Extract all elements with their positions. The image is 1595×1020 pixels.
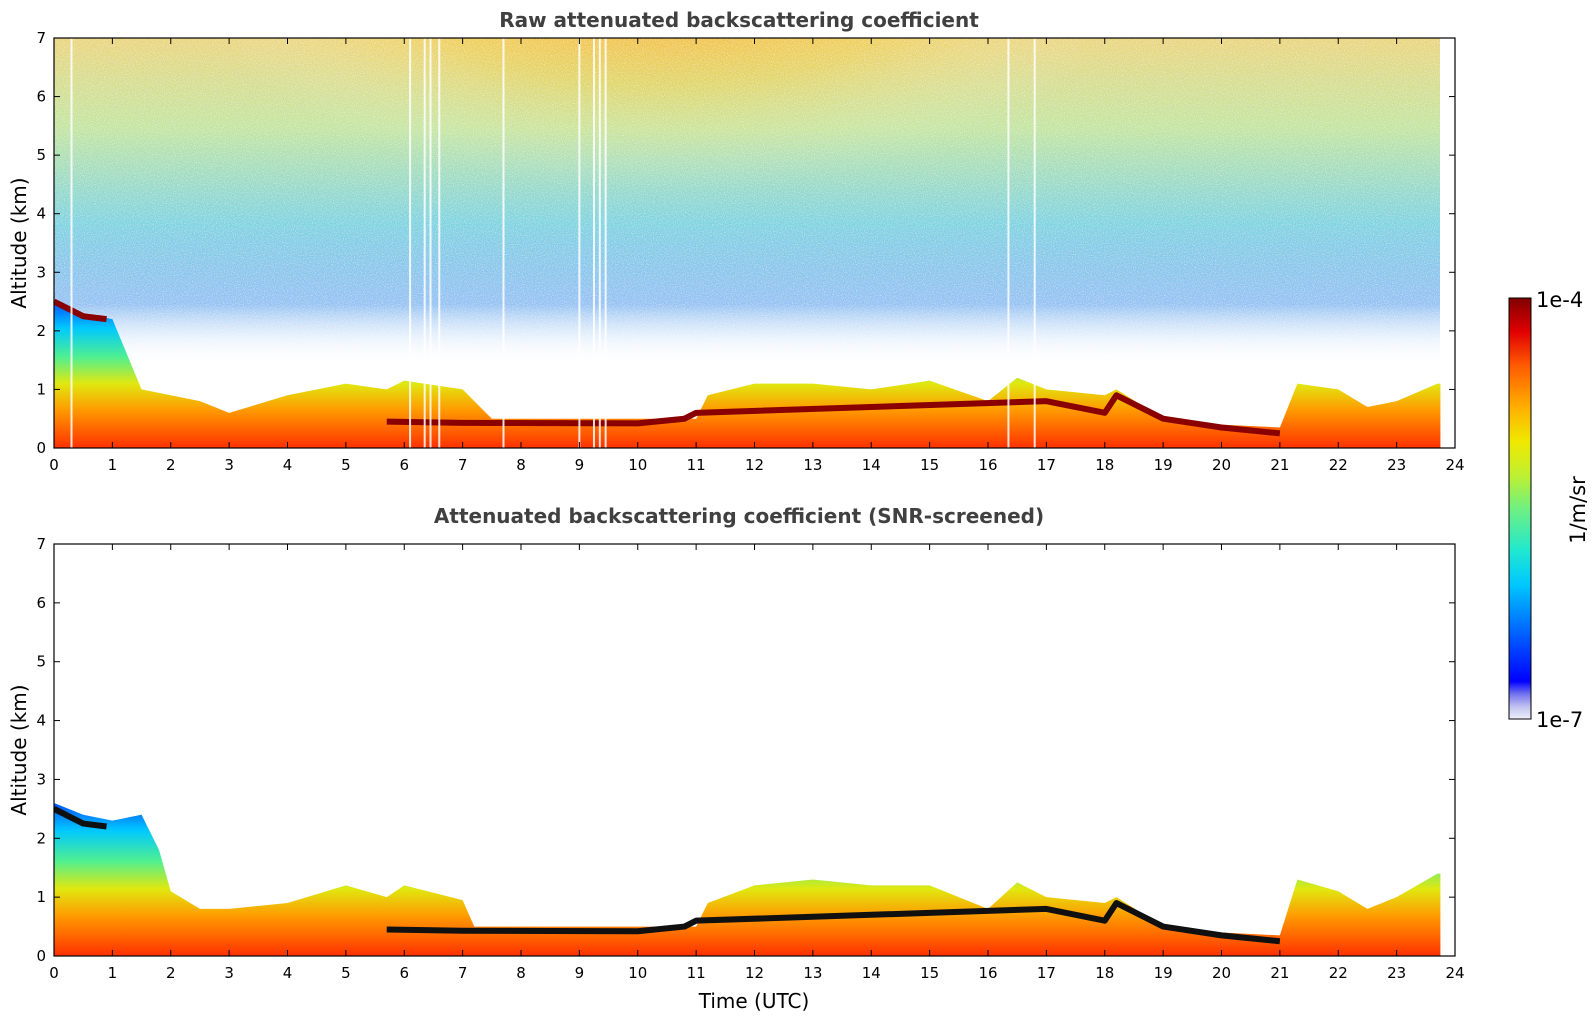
y-tick-label: 6 bbox=[36, 594, 46, 612]
x-tick-label: 9 bbox=[575, 456, 585, 474]
x-tick-label: 5 bbox=[341, 456, 351, 474]
x-tick-label: 8 bbox=[516, 964, 526, 982]
x-tick-label: 22 bbox=[1329, 456, 1348, 474]
y-tick-label: 5 bbox=[36, 653, 46, 671]
x-tick-label: 23 bbox=[1387, 964, 1406, 982]
x-tick-label: 12 bbox=[745, 964, 764, 982]
x-tick-label: 21 bbox=[1270, 964, 1289, 982]
x-tick-label: 12 bbox=[745, 456, 764, 474]
x-tick-label: 23 bbox=[1387, 456, 1406, 474]
x-tick-label: 15 bbox=[920, 456, 939, 474]
x-tick-label: 15 bbox=[920, 964, 939, 982]
y-tick-label: 6 bbox=[36, 88, 46, 106]
x-tick-label: 14 bbox=[862, 964, 881, 982]
x-tick-label: 1 bbox=[108, 964, 118, 982]
colorbar-unit-label: 1/m/sr bbox=[1566, 476, 1590, 544]
panel-raw-image bbox=[54, 38, 1441, 448]
x-tick-label: 18 bbox=[1095, 964, 1114, 982]
x-tick-label: 2 bbox=[166, 964, 176, 982]
y-tick-label: 1 bbox=[36, 888, 46, 906]
y-tick-label: 7 bbox=[36, 535, 46, 553]
x-tick-label: 10 bbox=[628, 964, 647, 982]
x-tick-label: 19 bbox=[1154, 456, 1173, 474]
y-tick-label: 0 bbox=[36, 947, 46, 965]
x-tick-label: 11 bbox=[687, 964, 706, 982]
x-tick-label: 24 bbox=[1445, 964, 1464, 982]
panel-snr-title: Attenuated backscattering coefficient (S… bbox=[434, 504, 1044, 528]
x-tick-label: 22 bbox=[1329, 964, 1348, 982]
x-tick-label: 3 bbox=[224, 456, 234, 474]
x-tick-label: 20 bbox=[1212, 964, 1231, 982]
x-tick-label: 2 bbox=[166, 456, 176, 474]
x-tick-label: 19 bbox=[1154, 964, 1173, 982]
x-tick-label: 0 bbox=[49, 456, 59, 474]
raw-sky-speckle bbox=[54, 38, 1440, 448]
x-tick-label: 16 bbox=[978, 964, 997, 982]
x-tick-label: 1 bbox=[108, 456, 118, 474]
y-tick-label: 1 bbox=[36, 380, 46, 398]
x-tick-label: 13 bbox=[803, 964, 822, 982]
y-tick-label: 4 bbox=[36, 712, 46, 730]
panel-raw-ylabel: Altitude (km) bbox=[7, 177, 31, 308]
x-tick-label: 4 bbox=[283, 964, 293, 982]
x-tick-label: 24 bbox=[1445, 456, 1464, 474]
colorbar: 1e-4 1e-7 1/m/sr bbox=[1508, 288, 1590, 732]
x-tick-label: 21 bbox=[1270, 456, 1289, 474]
panel-snr-image bbox=[54, 802, 1441, 956]
y-tick-label: 5 bbox=[36, 146, 46, 164]
y-tick-label: 4 bbox=[36, 205, 46, 223]
x-tick-label: 7 bbox=[458, 964, 468, 982]
x-tick-label: 8 bbox=[516, 456, 526, 474]
x-tick-label: 16 bbox=[978, 456, 997, 474]
x-tick-label: 14 bbox=[862, 456, 881, 474]
x-tick-label: 17 bbox=[1037, 456, 1056, 474]
x-tick-label: 5 bbox=[341, 964, 351, 982]
panel-snr-ylabel: Altitude (km) bbox=[7, 684, 31, 815]
x-tick-label: 6 bbox=[399, 964, 409, 982]
x-tick-label: 17 bbox=[1037, 964, 1056, 982]
y-tick-label: 2 bbox=[36, 829, 46, 847]
x-tick-label: 18 bbox=[1095, 456, 1114, 474]
y-tick-label: 7 bbox=[36, 29, 46, 47]
colorbar-gradient bbox=[1508, 297, 1532, 720]
x-tick-label: 6 bbox=[399, 456, 409, 474]
x-tick-label: 13 bbox=[803, 456, 822, 474]
x-tick-label: 4 bbox=[283, 456, 293, 474]
panel-raw: Raw attenuated backscattering coefficien… bbox=[7, 8, 1465, 474]
panel-raw-title: Raw attenuated backscattering coefficien… bbox=[499, 8, 979, 32]
x-tick-label: 10 bbox=[628, 456, 647, 474]
colorbar-min-label: 1e-7 bbox=[1536, 708, 1583, 732]
x-tick-label: 7 bbox=[458, 456, 468, 474]
y-tick-label: 2 bbox=[36, 322, 46, 340]
x-tick-label: 11 bbox=[687, 456, 706, 474]
x-tick-label: 0 bbox=[49, 964, 59, 982]
snr-boundary-layer bbox=[54, 802, 1441, 956]
raw-data-dropouts bbox=[70, 38, 1036, 448]
y-tick-label: 3 bbox=[36, 263, 46, 281]
colorbar-max-label: 1e-4 bbox=[1536, 288, 1583, 312]
x-tick-label: 3 bbox=[224, 964, 234, 982]
y-tick-label: 3 bbox=[36, 770, 46, 788]
panel-snr-xlabel: Time (UTC) bbox=[698, 989, 810, 1013]
x-tick-label: 9 bbox=[575, 964, 585, 982]
panel-snr: Attenuated backscattering coefficient (S… bbox=[7, 504, 1465, 1013]
snr-cloud-layer bbox=[54, 806, 1281, 945]
x-tick-label: 20 bbox=[1212, 456, 1231, 474]
panel-snr-ticks: 0 1 2 3 4 5 6 7 8 9 10 11 12 13 14 15 16 17 18 19 20 21 22 23 24… bbox=[36, 535, 1464, 982]
y-tick-label: 0 bbox=[36, 439, 46, 457]
panel-raw-ticks: 0 1 2 3 4 5 6 7 8 9 10 11 12 13 14 15 16 17 18 19 20 21 22 23 24… bbox=[36, 29, 1464, 474]
